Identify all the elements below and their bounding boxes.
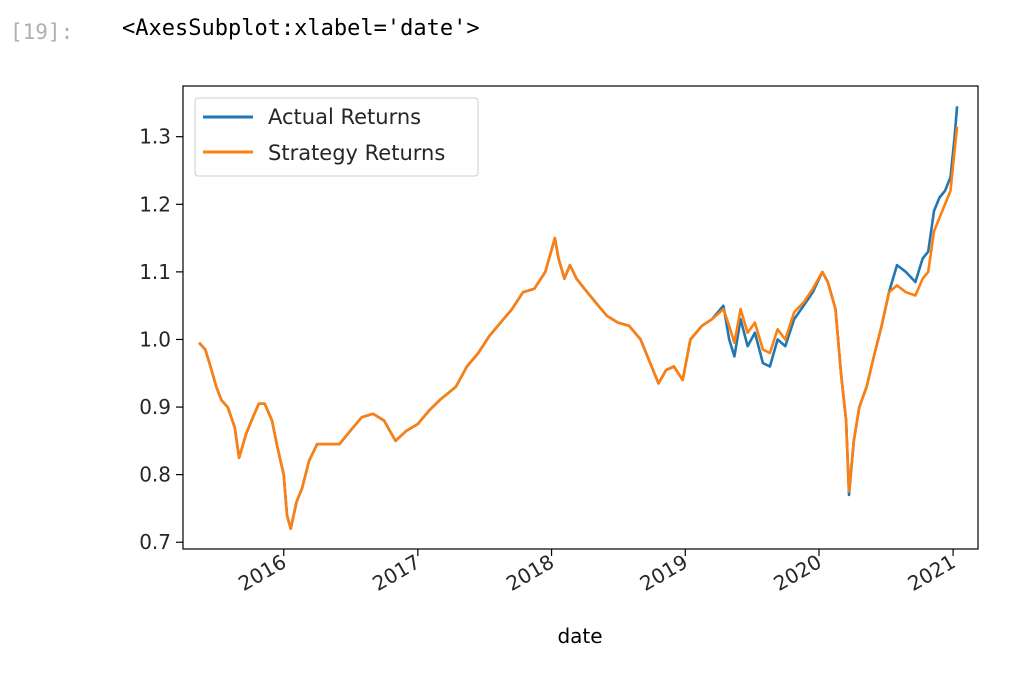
x-tick-label: 2019 — [636, 550, 692, 596]
cell-prompt: [19]: — [10, 20, 74, 44]
y-tick-label: 0.9 — [139, 395, 171, 419]
y-axis-ticks: 0.7 0.8 0.9 1.0 1.1 1.2 1.3 — [139, 125, 183, 554]
y-tick-label: 1.2 — [139, 192, 171, 216]
x-tick-label: 2021 — [904, 550, 960, 596]
x-tick-label: 2016 — [234, 550, 290, 596]
legend-label-actual: Actual Returns — [268, 105, 421, 129]
plot-area — [198, 106, 959, 531]
x-axis-ticks: 2016 2017 2018 2019 2020 2021 — [234, 549, 960, 596]
axes-frame — [182, 85, 979, 550]
x-axis-label: date — [557, 624, 602, 648]
x-tick-label: 2020 — [769, 550, 825, 596]
y-tick-label: 1.1 — [139, 260, 171, 284]
y-tick-label: 1.3 — [139, 125, 171, 149]
y-tick-label: 1.0 — [139, 327, 171, 351]
series-line-strategy-returns — [198, 126, 959, 531]
y-tick-label: 0.8 — [139, 463, 171, 487]
legend: Actual Returns Strategy Returns — [194, 97, 479, 177]
cell-output-repr: <AxesSubplot:xlabel='date'> — [122, 16, 480, 41]
x-tick-label: 2018 — [502, 550, 558, 596]
legend-label-strategy: Strategy Returns — [268, 141, 445, 165]
legend-frame — [194, 97, 479, 177]
x-tick-label: 2017 — [368, 550, 424, 596]
y-tick-label: 0.7 — [139, 530, 171, 554]
